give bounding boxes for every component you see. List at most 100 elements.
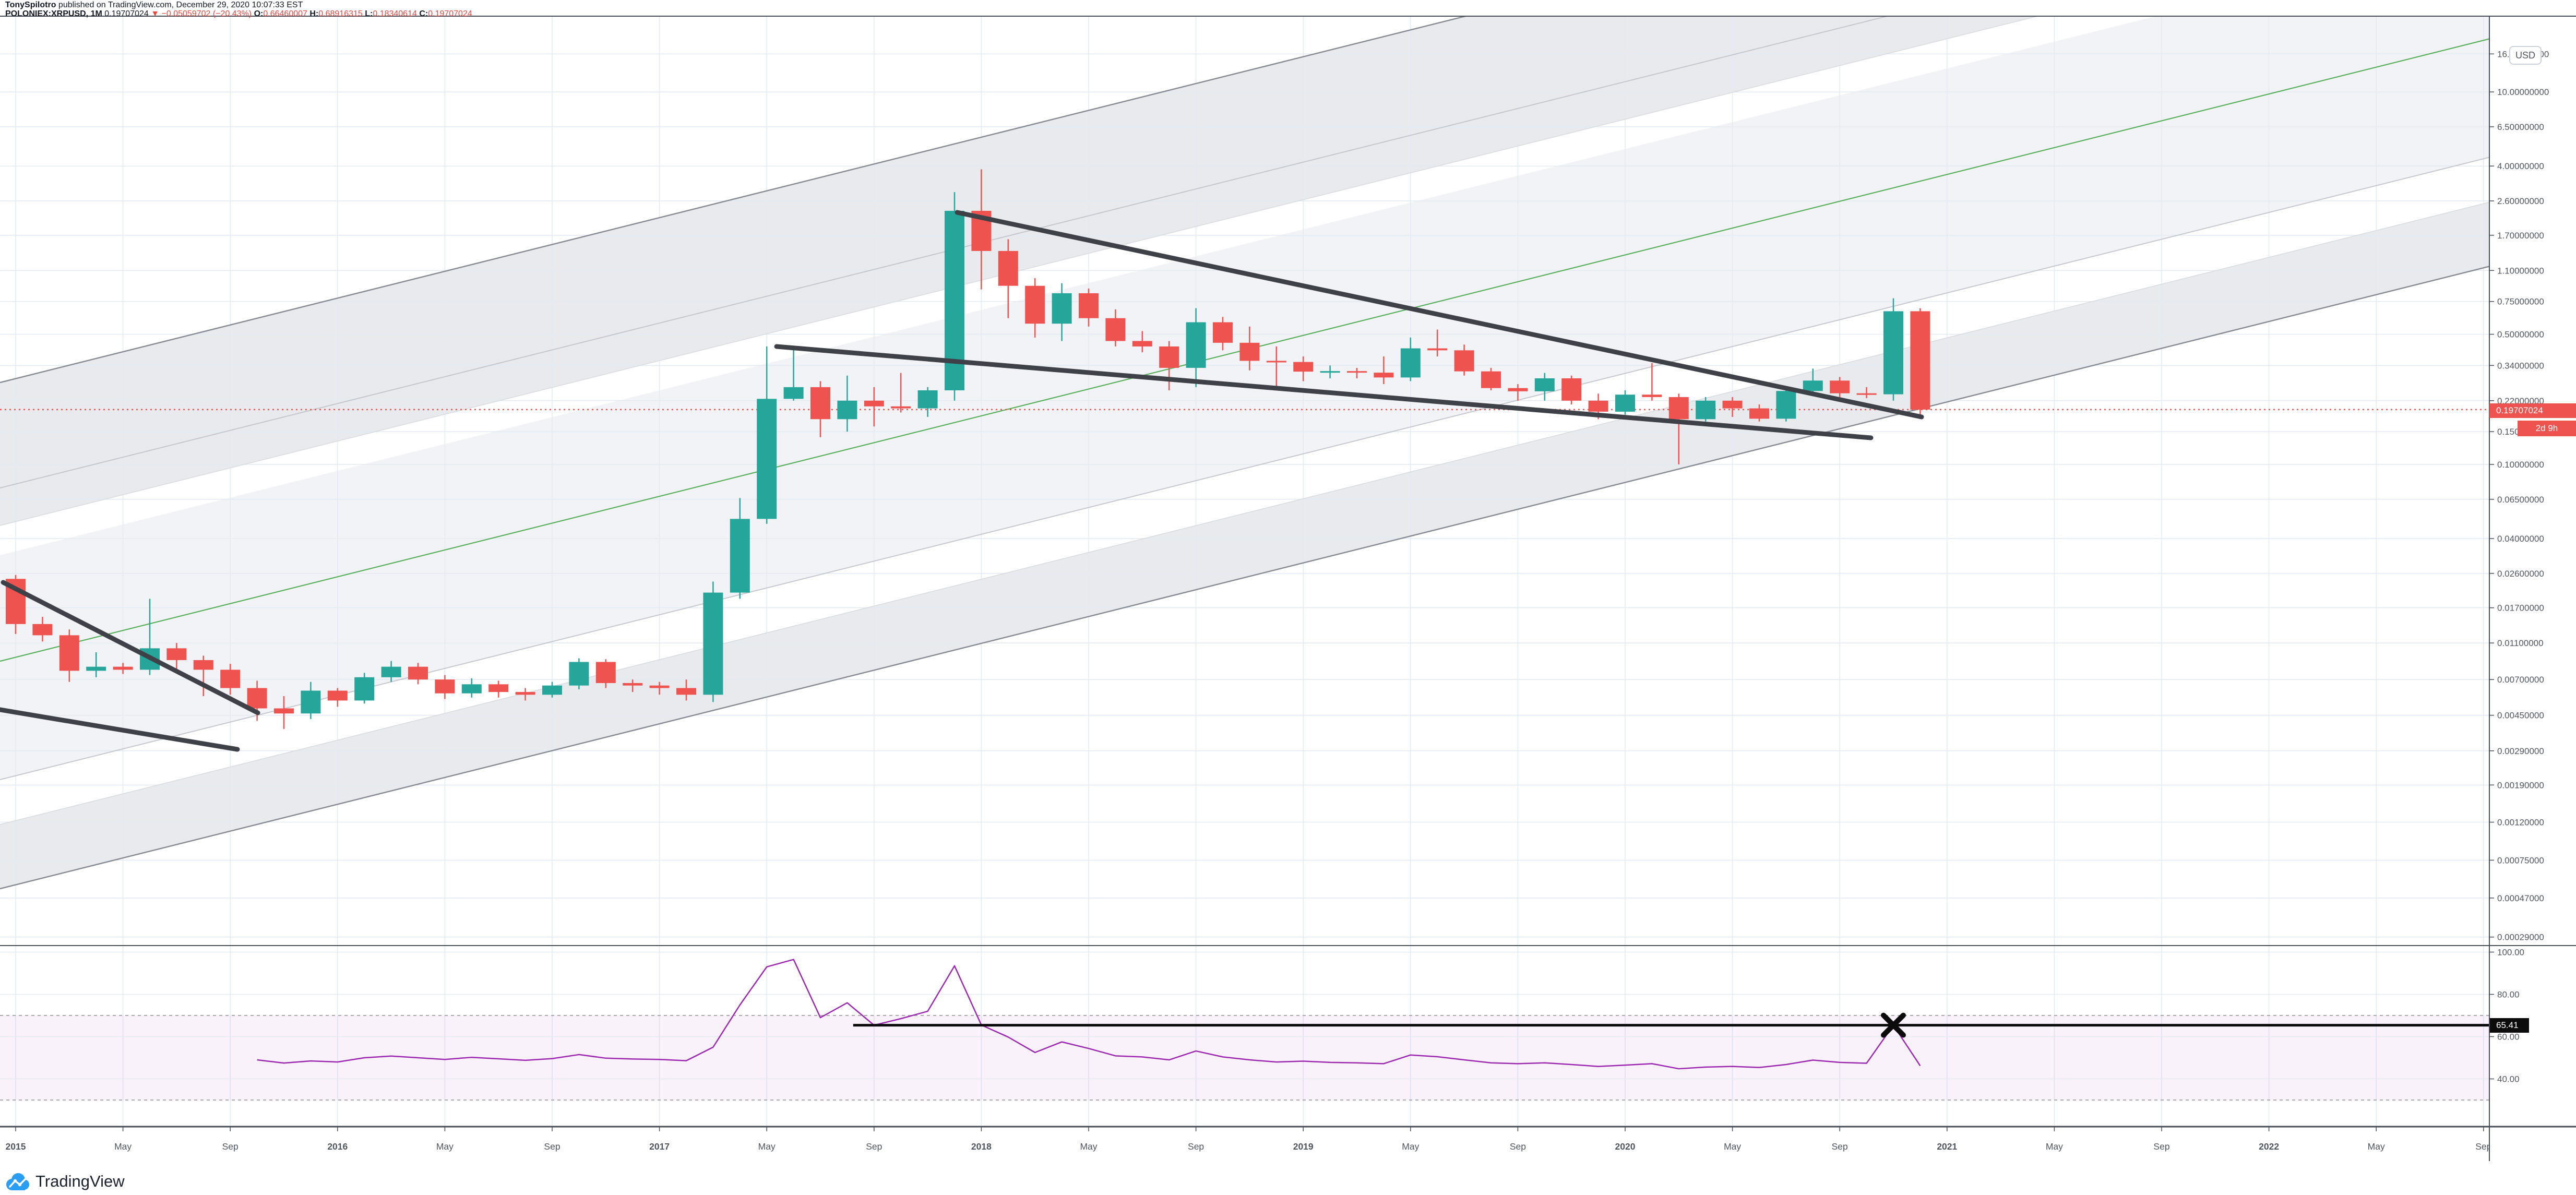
time-axis-label[interactable]: 2022 bbox=[2259, 1141, 2279, 1152]
price-axis-label[interactable]: 0.02600000 bbox=[2497, 569, 2544, 579]
candle-body[interactable] bbox=[1293, 362, 1314, 372]
candle-body[interactable] bbox=[569, 662, 589, 686]
candle-body[interactable] bbox=[1239, 342, 1260, 361]
time-axis-label[interactable]: Sep bbox=[1510, 1141, 1526, 1152]
price-axis-label[interactable]: 0.00450000 bbox=[2497, 711, 2544, 721]
price-axis-label[interactable]: 0.50000000 bbox=[2497, 330, 2544, 340]
candle-body[interactable] bbox=[623, 683, 643, 686]
price-axis-label[interactable]: 0.00075000 bbox=[2497, 855, 2544, 865]
time-axis-label[interactable]: May bbox=[758, 1141, 776, 1152]
candle-body[interactable] bbox=[998, 250, 1018, 286]
candle-body[interactable] bbox=[461, 684, 482, 694]
candle-body[interactable] bbox=[247, 688, 267, 709]
candle-body[interactable] bbox=[1856, 393, 1877, 395]
time-axis-label[interactable]: 2018 bbox=[971, 1141, 992, 1152]
candle-body[interactable] bbox=[810, 387, 830, 420]
candle-body[interactable] bbox=[113, 666, 133, 670]
rsi-axis-label[interactable]: 80.00 bbox=[2497, 990, 2520, 1000]
candle-body[interactable] bbox=[354, 677, 375, 701]
time-axis-label[interactable]: Sep bbox=[2153, 1141, 2169, 1152]
candle-body[interactable] bbox=[1642, 395, 1662, 397]
candle-body[interactable] bbox=[1052, 293, 1072, 324]
candle-body[interactable] bbox=[917, 390, 938, 409]
price-axis-label[interactable]: 0.01100000 bbox=[2497, 638, 2544, 648]
candle-body[interactable] bbox=[1186, 322, 1206, 368]
triangle-2018-upper[interactable] bbox=[955, 210, 1924, 420]
candle-body[interactable] bbox=[1159, 346, 1179, 368]
time-axis-label[interactable]: 2020 bbox=[1615, 1141, 1636, 1152]
price-axis-label[interactable]: 0.06500000 bbox=[2497, 495, 2544, 505]
currency-button[interactable]: USD bbox=[2509, 46, 2542, 65]
candle-body[interactable] bbox=[649, 685, 670, 688]
candle-body[interactable] bbox=[1749, 408, 1769, 419]
price-axis-label[interactable]: 10.00000000 bbox=[2497, 87, 2549, 97]
tradingview-footer[interactable]: TradingView bbox=[5, 1169, 125, 1194]
candle-body[interactable] bbox=[1105, 318, 1126, 341]
rsi-pane[interactable] bbox=[0, 946, 2489, 1127]
candle-body[interactable] bbox=[1132, 341, 1152, 346]
time-axis-label[interactable]: May bbox=[1724, 1141, 1741, 1152]
price-axis-label[interactable]: 0.00290000 bbox=[2497, 746, 2544, 756]
time-axis-label[interactable]: May bbox=[2368, 1141, 2385, 1152]
rsi-axis-label[interactable]: 100.00 bbox=[2497, 948, 2524, 958]
price-axis-label[interactable]: 2.60000000 bbox=[2497, 196, 2544, 206]
candle-body[interactable] bbox=[1910, 311, 1930, 410]
candle-body[interactable] bbox=[166, 648, 187, 660]
time-axis-label[interactable]: Sep bbox=[2475, 1141, 2491, 1152]
candle-body[interactable] bbox=[381, 666, 401, 677]
candle-body[interactable] bbox=[408, 666, 428, 680]
candle-body[interactable] bbox=[220, 670, 241, 688]
time-axis-label[interactable]: May bbox=[436, 1141, 454, 1152]
triangle-2015-upper[interactable] bbox=[1, 580, 260, 715]
candle-body[interactable] bbox=[1803, 380, 1823, 391]
candle-body[interactable] bbox=[1534, 378, 1555, 391]
candle-body[interactable] bbox=[86, 666, 106, 671]
candle-body[interactable] bbox=[1374, 373, 1394, 378]
candle-body[interactable] bbox=[1347, 371, 1367, 373]
candle-body[interactable] bbox=[1561, 378, 1582, 401]
time-axis-label[interactable]: Sep bbox=[1188, 1141, 1204, 1152]
time-axis-label[interactable]: Sep bbox=[544, 1141, 560, 1152]
candle-body[interactable] bbox=[1025, 285, 1045, 324]
time-axis-label[interactable]: 2021 bbox=[1937, 1141, 1957, 1152]
candle-body[interactable] bbox=[1508, 388, 1528, 391]
price-axis-label[interactable]: 1.70000000 bbox=[2497, 231, 2544, 241]
triangle-2015-lower[interactable] bbox=[0, 707, 240, 752]
price-axis-label[interactable]: 0.00047000 bbox=[2497, 893, 2544, 903]
time-axis-label[interactable]: Sep bbox=[866, 1141, 882, 1152]
candle-body[interactable] bbox=[1266, 361, 1286, 363]
price-axis-label[interactable]: 0.34000000 bbox=[2497, 361, 2544, 371]
candle-body[interactable] bbox=[1668, 397, 1689, 420]
price-axis-label[interactable]: 0.00029000 bbox=[2497, 933, 2544, 942]
triangle-2018-lower[interactable] bbox=[774, 344, 1874, 440]
price-axis-label[interactable]: 0.00120000 bbox=[2497, 818, 2544, 828]
time-axis-label[interactable]: May bbox=[1080, 1141, 1097, 1152]
candle-body[interactable] bbox=[1079, 293, 1099, 318]
candle-body[interactable] bbox=[1400, 348, 1421, 378]
candle-body[interactable] bbox=[891, 406, 911, 409]
candle-body[interactable] bbox=[1427, 348, 1448, 351]
candle-body[interactable] bbox=[59, 635, 79, 671]
candle-body[interactable] bbox=[327, 690, 348, 701]
candle-body[interactable] bbox=[1454, 350, 1474, 372]
candle-body[interactable] bbox=[1696, 400, 1716, 420]
price-axis-label[interactable]: 0.10000000 bbox=[2497, 460, 2544, 470]
candle-body[interactable] bbox=[1213, 322, 1233, 343]
candle-body[interactable] bbox=[1320, 371, 1340, 373]
time-axis-label[interactable]: May bbox=[1402, 1141, 1419, 1152]
time-axis-label[interactable]: Sep bbox=[222, 1141, 238, 1152]
price-axis-label[interactable]: 0.00700000 bbox=[2497, 675, 2544, 685]
candle-body[interactable] bbox=[1830, 380, 1850, 393]
candle-body[interactable] bbox=[193, 660, 213, 670]
price-axis-label[interactable]: 0.01700000 bbox=[2497, 603, 2544, 613]
rsi-axis-label[interactable]: 60.00 bbox=[2497, 1032, 2520, 1042]
candle-body[interactable] bbox=[1615, 395, 1635, 412]
candle-body[interactable] bbox=[301, 690, 321, 714]
main-pane[interactable] bbox=[0, 0, 2489, 946]
candle-body[interactable] bbox=[837, 400, 857, 420]
candle-body[interactable] bbox=[274, 708, 294, 714]
candle-body[interactable] bbox=[1776, 391, 1796, 419]
time-axis-label[interactable]: 2015 bbox=[6, 1141, 26, 1152]
price-axis-label[interactable]: 0.00190000 bbox=[2497, 780, 2544, 790]
